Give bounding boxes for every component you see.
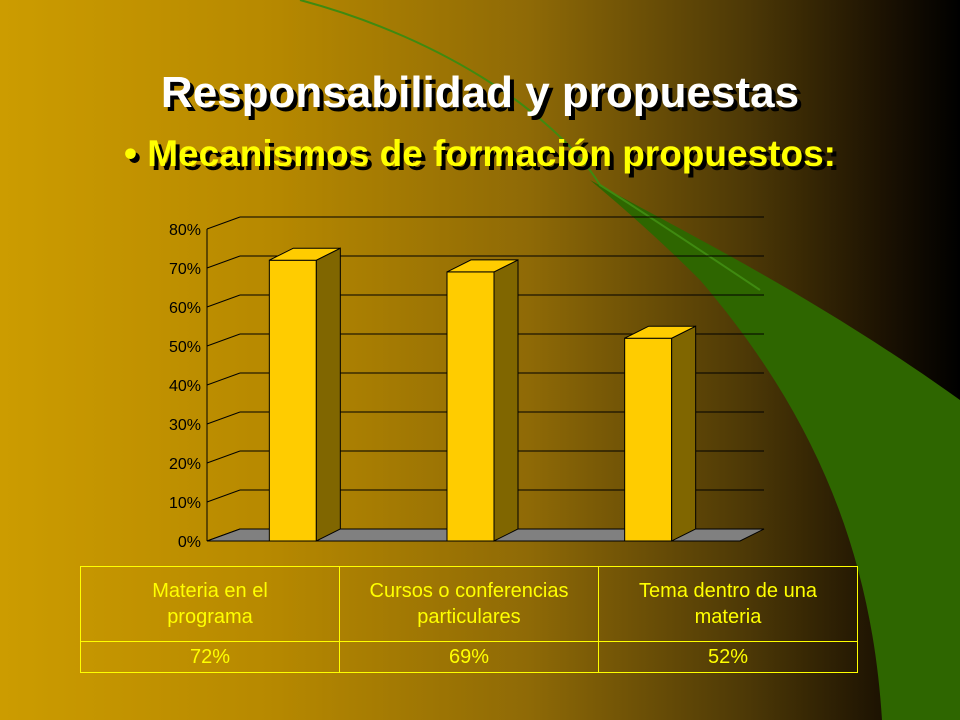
table-header-cell: Cursos o conferencias particulares <box>339 566 599 642</box>
table-value-cell: 69% <box>339 641 599 673</box>
header-line: particulares <box>417 606 521 628</box>
bar-front <box>268 259 317 542</box>
header-line: Tema dentro de una <box>639 580 817 602</box>
gridline-diagonal <box>206 450 241 464</box>
bar-top <box>624 325 696 339</box>
gridline-diagonal <box>206 372 241 386</box>
frame-helper <box>207 217 764 229</box>
bar-top <box>269 247 341 261</box>
table-header-row: Materia en el programa Cursos o conferenc… <box>80 566 858 642</box>
y-tick-label: 50% <box>169 339 201 356</box>
y-axis-ticks: 0% 10% 20% 30% 40% 50% 60% 70% 80% <box>169 222 201 551</box>
y-tick-label: 0% <box>178 534 201 551</box>
header-line: materia <box>694 606 762 628</box>
table-value-row: 72% 69% 52% <box>80 641 858 673</box>
bar-side <box>671 325 697 542</box>
chart-bars <box>268 247 697 542</box>
y-tick-label: 80% <box>169 222 201 239</box>
gridline-diagonal <box>206 216 241 230</box>
y-tick-label: 30% <box>169 417 201 434</box>
bar-side <box>315 247 341 542</box>
bar <box>624 325 697 542</box>
bar-front <box>446 271 495 542</box>
gridline-diagonal <box>206 489 241 503</box>
y-tick-label: 40% <box>169 378 201 395</box>
bar <box>268 247 341 542</box>
y-tick-label: 60% <box>169 300 201 317</box>
y-tick-label: 70% <box>169 261 201 278</box>
bar <box>446 259 519 542</box>
y-tick-label: 20% <box>169 456 201 473</box>
header-line: Materia en el <box>152 580 268 602</box>
gridline-diagonal <box>206 255 241 269</box>
bar-side <box>493 259 519 542</box>
header-line: programa <box>167 606 253 628</box>
table-header-cell: Materia en el programa <box>80 566 340 642</box>
green-swoosh <box>590 180 960 720</box>
y-tick-label: 10% <box>169 495 201 512</box>
bar-top <box>446 259 519 273</box>
gridline-diagonal <box>206 411 241 425</box>
header-line: Cursos o conferencias <box>369 580 569 602</box>
gridline-diagonal <box>206 294 241 308</box>
bar-front <box>624 337 673 542</box>
table-value-cell: 52% <box>598 641 858 673</box>
slide-title: Responsabilidad y propuestas <box>160 68 800 117</box>
data-table: Materia en el programa Cursos o conferenc… <box>80 566 858 673</box>
green-swoosh-highlight <box>299 0 761 291</box>
gridline-diagonal <box>206 333 241 347</box>
table-header-cell: Tema dentro de una materia <box>598 566 858 642</box>
table-value-cell: 72% <box>80 641 340 673</box>
slide-subtitle: • Mecanismos de formación propuestos: <box>124 133 836 174</box>
